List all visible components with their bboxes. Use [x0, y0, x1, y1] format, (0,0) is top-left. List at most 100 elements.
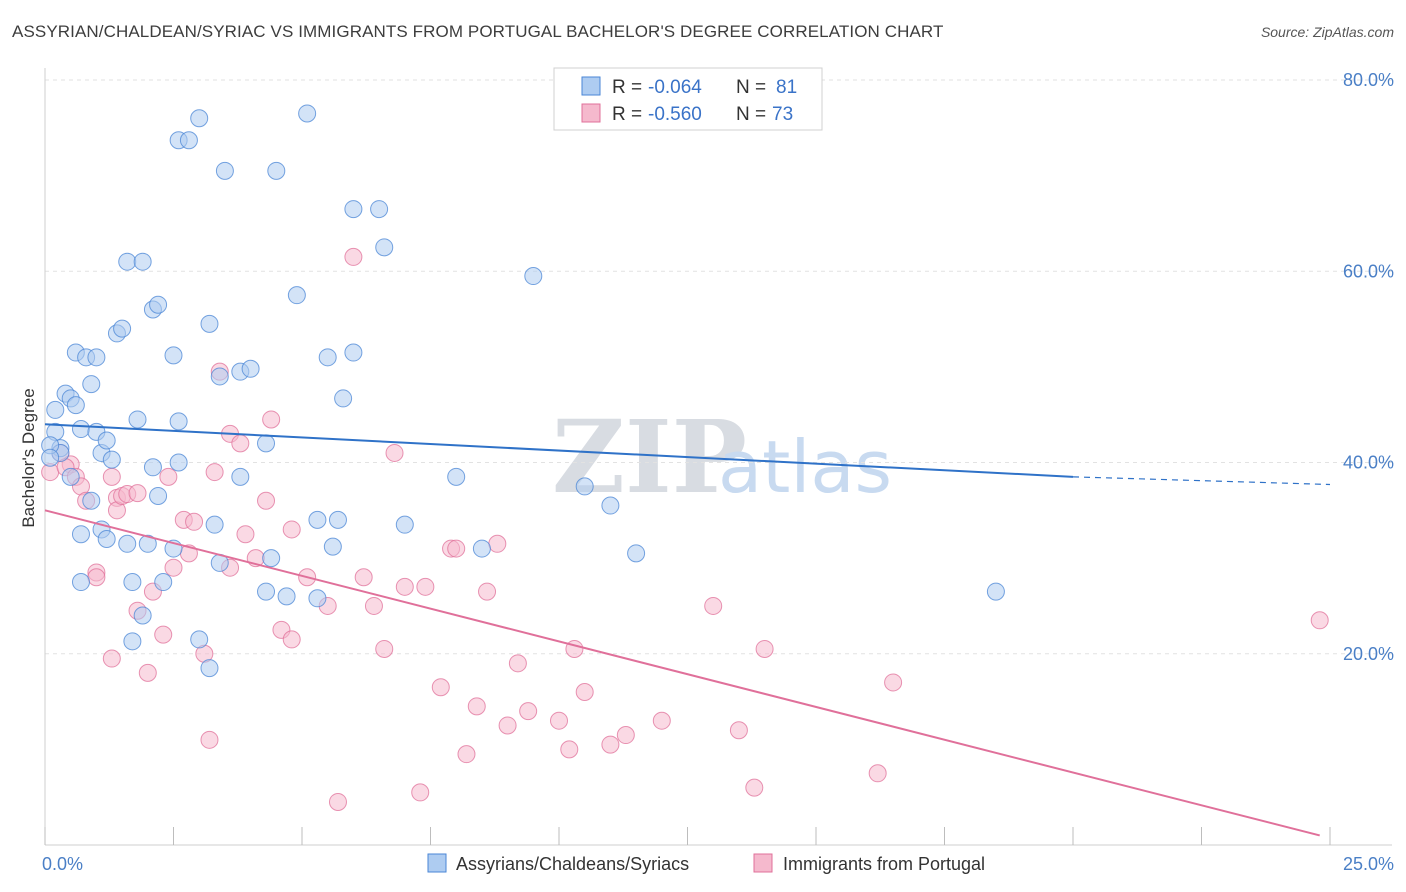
assyrian-point: [169, 412, 188, 431]
assyrian-point: [66, 396, 85, 415]
portugal-point: [231, 434, 250, 453]
portugal-point: [457, 745, 476, 764]
portugal-point: [550, 711, 568, 730]
assyrian-point: [133, 252, 152, 271]
portugal-point: [755, 639, 774, 658]
trend-line-assyrian: [44, 423, 1074, 478]
assyrian-point: [205, 515, 224, 534]
assyrian-point: [318, 348, 337, 367]
assyrian-point: [123, 573, 142, 592]
portugal-point: [560, 740, 579, 759]
portugal-point: [154, 625, 173, 644]
trend-line-assyrian-extension: [1072, 476, 1331, 486]
series-name-2: Immigrants from Portugal: [783, 854, 985, 874]
assyrian-point: [46, 400, 65, 419]
portugal-point: [200, 730, 219, 749]
assyrian-point: [328, 510, 347, 529]
legend-swatch-pink: [581, 103, 601, 123]
legend-n-value-2: 73: [772, 104, 793, 125]
series-legend: Assyrians/Chaldeans/Syriacs Immigrants f…: [427, 853, 985, 874]
y-tick-label: 20.0%: [1343, 644, 1394, 664]
portugal-point: [257, 491, 276, 510]
assyrian-point: [287, 286, 306, 305]
watermark-zip: ZIP: [552, 398, 747, 516]
portugal-point: [601, 735, 620, 754]
assyrian-point: [97, 431, 116, 450]
assyrian-point: [308, 589, 327, 608]
assyrian-point: [267, 161, 286, 180]
assyrian-point: [200, 659, 219, 678]
portugal-point: [262, 410, 281, 429]
portugal-point: [185, 512, 204, 531]
assyrian-point: [138, 534, 157, 553]
portugal-point: [729, 721, 748, 740]
assyrian-point: [82, 491, 101, 510]
portugal-point: [159, 467, 178, 486]
assyrian-point: [575, 477, 594, 496]
portugal-point: [478, 582, 497, 601]
legend-n-label-2: N =: [736, 104, 766, 125]
assyrian-point: [262, 549, 281, 568]
assyrian-point: [231, 467, 250, 486]
portugal-point: [282, 630, 301, 649]
assyrian-point: [71, 420, 90, 439]
assyrian-point: [277, 587, 296, 606]
assyrian-point: [210, 367, 229, 386]
assyrian-point: [370, 200, 389, 219]
legend: R = -0.064 N = 81 R = -0.560 N = 73: [553, 67, 823, 131]
portugal-point: [508, 654, 527, 673]
portugal-point: [128, 484, 147, 503]
portugal-point: [884, 673, 903, 692]
legend-swatch-blue: [581, 76, 601, 96]
x-tick-label-start: 0.0%: [42, 854, 83, 874]
portugal-point: [868, 764, 887, 783]
portugal-point: [328, 792, 347, 811]
assyrian-point: [308, 510, 327, 529]
y-tick-label: 40.0%: [1343, 453, 1394, 473]
assyrian-point: [41, 448, 60, 467]
assyrian-point: [344, 200, 363, 219]
assyrian-point: [149, 295, 168, 314]
portugal-point: [498, 716, 517, 735]
portugal-point: [416, 577, 435, 596]
assyrian-point: [71, 525, 90, 544]
assyrian-point: [344, 343, 363, 362]
assyrian-point: [257, 434, 276, 453]
legend-r-value-1: -0.064: [648, 77, 702, 98]
assyrian-point: [113, 319, 132, 338]
portugal-point: [87, 568, 106, 587]
assyrian-point: [61, 467, 80, 486]
portugal-point: [385, 443, 404, 462]
trend-line-portugal: [44, 509, 1320, 837]
portugal-point: [344, 247, 363, 266]
assyrian-point: [149, 486, 168, 505]
assyrian-point: [102, 450, 121, 469]
watermark: ZIP atlas: [552, 398, 892, 516]
portugal-point: [102, 649, 121, 668]
assyrian-point: [323, 537, 342, 556]
assyrian-point: [375, 238, 394, 257]
portugal-point: [616, 726, 635, 745]
portugal-point: [164, 558, 183, 577]
assyrian-point: [298, 104, 317, 123]
legend-r-label-2: R =: [612, 104, 642, 125]
assyrian-point: [627, 544, 646, 563]
y-tick-label: 60.0%: [1343, 261, 1394, 281]
y-axis-label: Bachelor's Degree: [19, 388, 38, 527]
assyrian-point: [87, 348, 106, 367]
assyrian-point: [524, 267, 543, 286]
portugal-point: [447, 539, 466, 558]
portugal-point: [395, 577, 414, 596]
assyrian-point: [179, 131, 198, 150]
assyrian-point: [128, 410, 147, 429]
portugal-point: [236, 525, 255, 544]
portugal-point: [652, 711, 671, 730]
portugal-point: [411, 783, 430, 802]
portugal-point: [488, 534, 507, 553]
assyrian-point: [169, 453, 188, 472]
portugal-point: [704, 596, 723, 615]
portugal-point: [1310, 611, 1329, 630]
series-name-1: Assyrians/Chaldeans/Syriacs: [456, 854, 689, 874]
x-tick-label-end: 25.0%: [1343, 854, 1394, 874]
